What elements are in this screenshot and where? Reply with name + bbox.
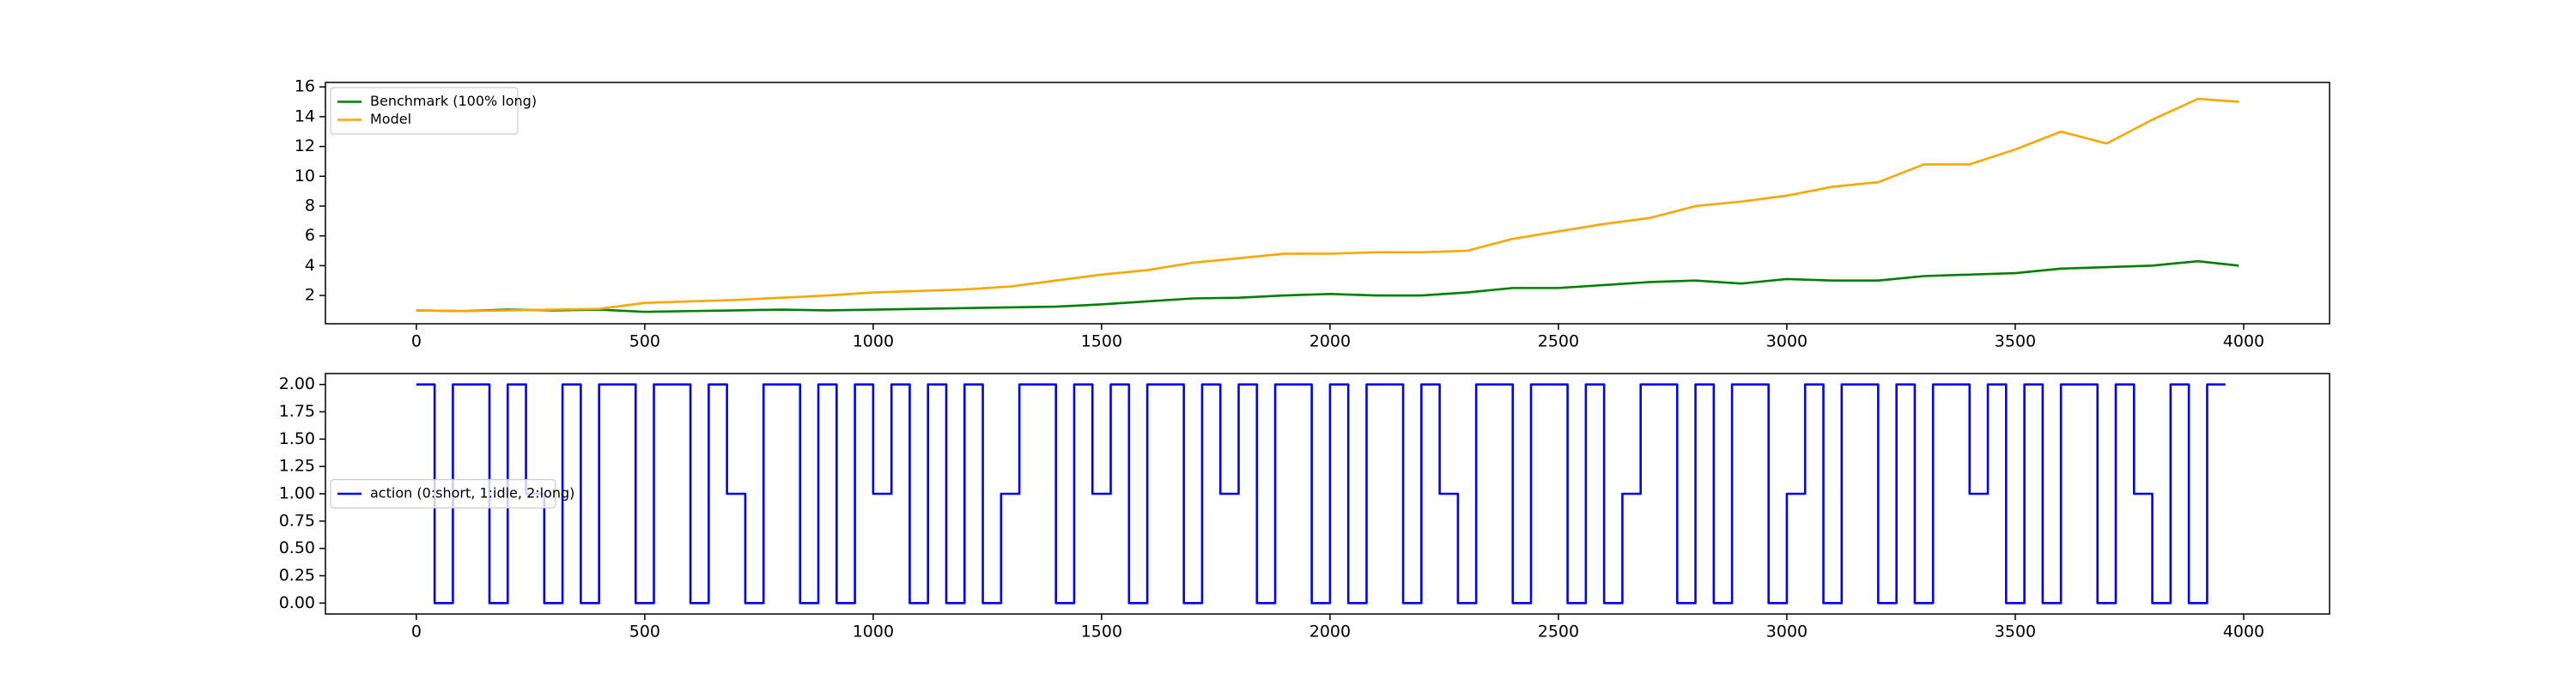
x-tick-label: 4000 (2223, 623, 2264, 641)
y-tick-label: 0.50 (279, 538, 315, 557)
x-tick-label: 1000 (853, 332, 894, 351)
y-tick-label: 10 (295, 167, 315, 185)
legend-label: Model (370, 111, 411, 127)
y-tick-label: 2.00 (279, 374, 315, 393)
line (416, 97, 2239, 313)
x-tick-label: 2000 (1309, 332, 1351, 351)
x-tick-label: 3500 (1995, 623, 2036, 641)
axes-frame (325, 373, 2330, 615)
y-tick-label: 8 (305, 196, 315, 215)
y-tick-label: 16 (295, 77, 315, 96)
x-tick-label: 4000 (2223, 332, 2264, 351)
y-tick-label: 4 (305, 256, 315, 275)
x-tick-label: 2500 (1538, 332, 1579, 351)
y-tick-label: 0.25 (279, 566, 315, 585)
y-tick-label: 12 (295, 137, 315, 155)
y-tick-label: 2 (305, 286, 315, 305)
legend-box (330, 87, 519, 135)
legend-label: action (0:short, 1:idle, 2:long) (370, 485, 574, 502)
legend-label: Benchmark (100% long) (370, 93, 537, 109)
x-tick-label: 2500 (1538, 623, 1579, 641)
y-tick-label: 14 (295, 106, 315, 125)
x-tick-label: 2000 (1309, 623, 1351, 641)
line (416, 259, 2239, 313)
x-tick-label: 1500 (1081, 332, 1122, 351)
y-tick-label: 1.25 (279, 457, 315, 476)
y-tick-label: 6 (305, 226, 315, 245)
x-tick-label: 3000 (1766, 332, 1807, 351)
x-tick-label: 0 (411, 332, 422, 351)
x-tick-label: 3500 (1995, 332, 2036, 351)
y-tick-label: 1.50 (279, 429, 315, 448)
legend-box (330, 478, 556, 509)
x-tick-label: 1500 (1081, 623, 1122, 641)
y-tick-label: 0.75 (279, 511, 315, 530)
x-tick-label: 0 (411, 623, 422, 641)
x-tick-label: 500 (629, 623, 660, 641)
x-tick-label: 1000 (853, 623, 894, 641)
x-tick-label: 500 (629, 332, 660, 351)
axes-frame (325, 82, 2330, 325)
x-tick-label: 3000 (1766, 623, 1807, 641)
step-line (416, 383, 2226, 605)
y-tick-label: 1.00 (279, 484, 315, 503)
y-tick-label: 1.75 (279, 402, 315, 421)
y-tick-label: 0.00 (279, 593, 315, 612)
